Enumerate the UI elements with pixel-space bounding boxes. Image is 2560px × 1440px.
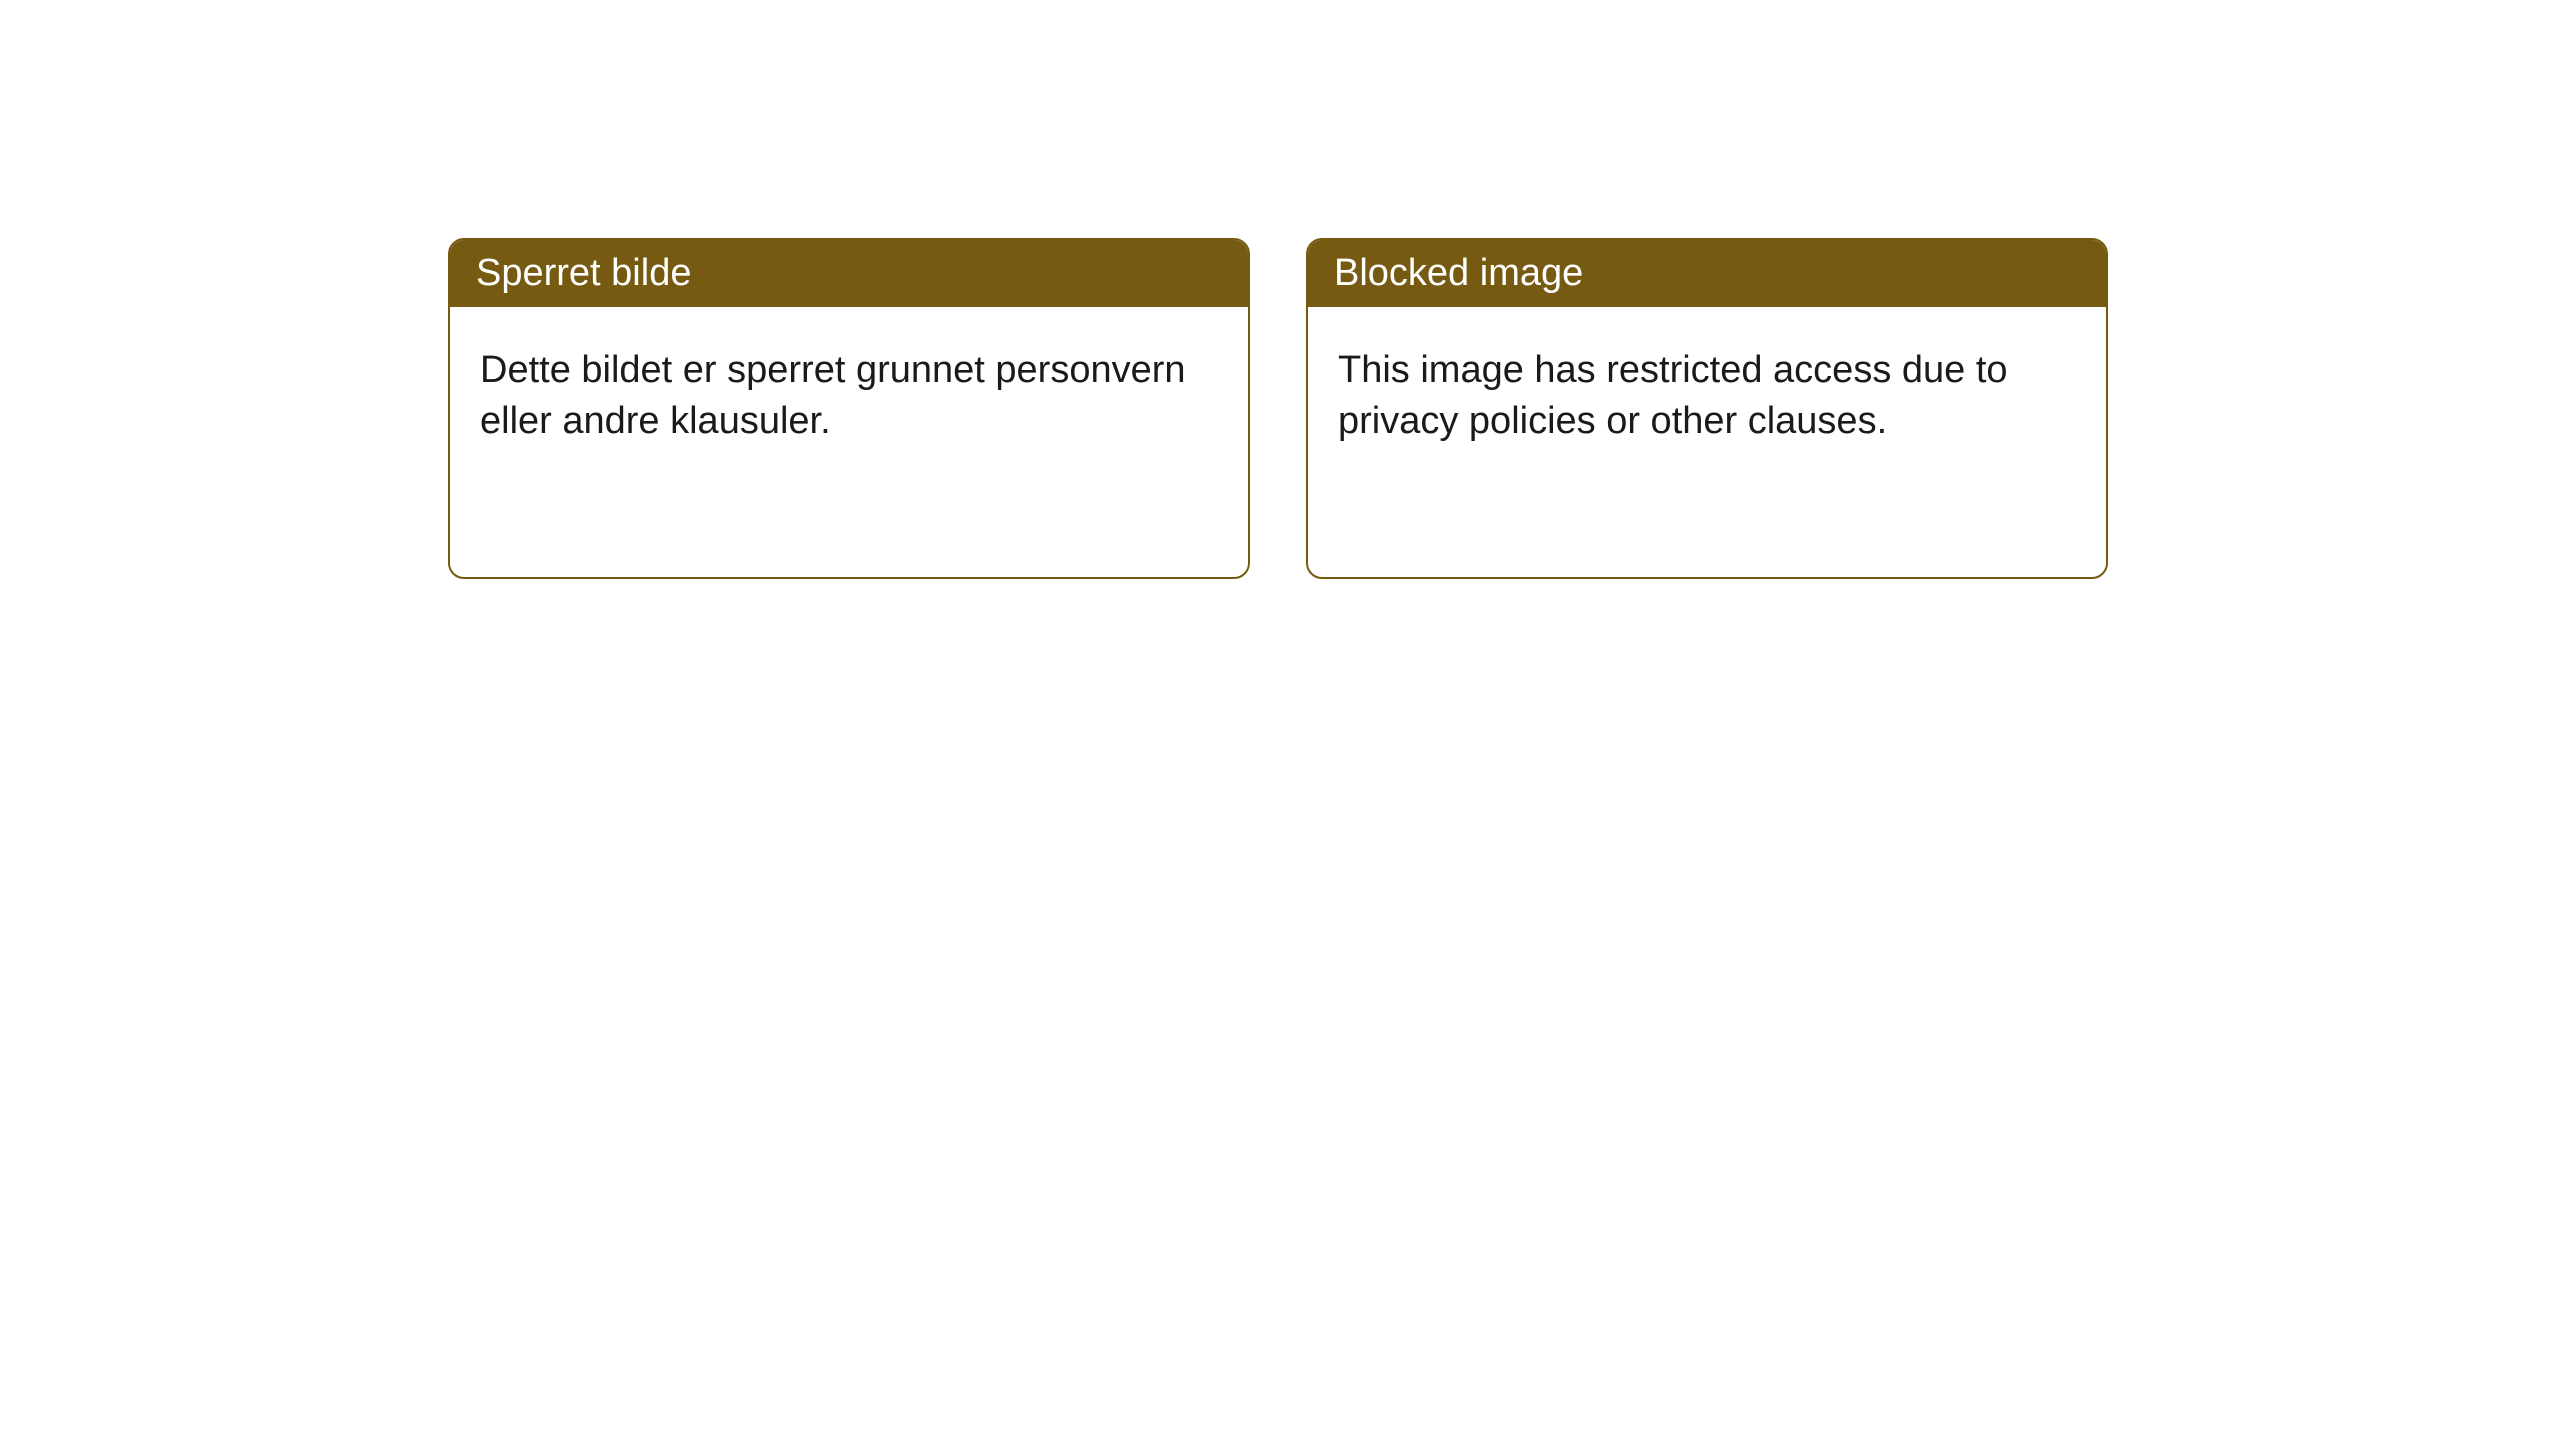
blocked-image-card-no: Sperret bilde Dette bildet er sperret gr… (448, 238, 1250, 579)
notice-container: Sperret bilde Dette bildet er sperret gr… (0, 0, 2560, 579)
card-title: Blocked image (1334, 252, 1583, 294)
blocked-image-card-en: Blocked image This image has restricted … (1306, 238, 2108, 579)
card-header: Blocked image (1308, 240, 2106, 307)
card-body: Dette bildet er sperret grunnet personve… (450, 307, 1248, 577)
card-header: Sperret bilde (450, 240, 1248, 307)
card-body-text: This image has restricted access due to … (1338, 349, 2008, 442)
card-body: This image has restricted access due to … (1308, 307, 2106, 577)
card-body-text: Dette bildet er sperret grunnet personve… (480, 349, 1186, 442)
card-title: Sperret bilde (476, 252, 691, 294)
